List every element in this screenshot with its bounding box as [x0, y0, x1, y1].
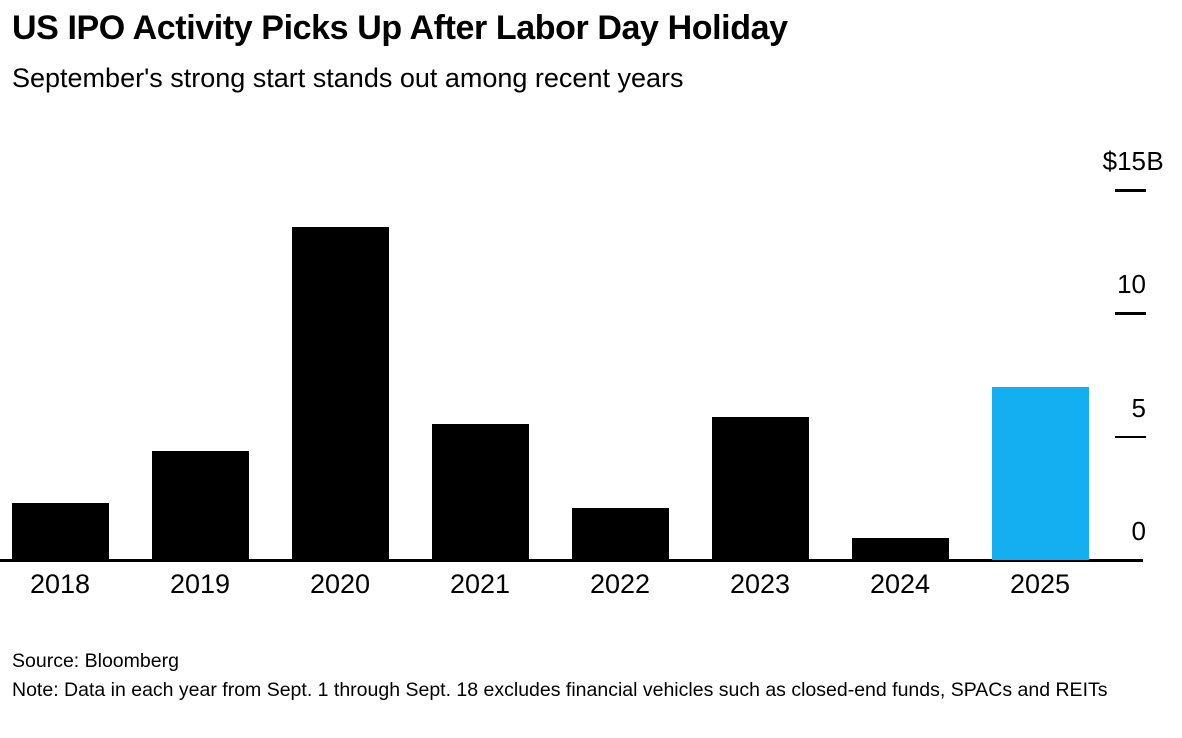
- y-tick-label-0: 0: [1132, 518, 1146, 544]
- x-tick-label-2025: 2025: [1009, 569, 1071, 599]
- bar-2020: [291, 227, 389, 560]
- y-tick-dash-15: [1115, 189, 1146, 192]
- bar-2025: [991, 387, 1089, 560]
- x-axis-baseline: [0, 559, 1143, 562]
- y-tick-dash-5: [1115, 435, 1146, 439]
- chart-title: US IPO Activity Picks Up After Labor Day…: [12, 9, 788, 47]
- bar-2023: [711, 416, 809, 560]
- y-tick-number: 5: [1131, 392, 1146, 423]
- y-tick-label-15: $15 B: [1102, 146, 1164, 176]
- y-tick-dash-10: [1115, 312, 1146, 315]
- bar-2019: [151, 451, 249, 560]
- y-tick-label-5: 5: [1132, 395, 1146, 421]
- note-line: Note: Data in each year from Sept. 1 thr…: [12, 678, 1108, 701]
- y-tick-number: 0: [1131, 516, 1146, 546]
- x-tick-label-2024: 2024: [869, 569, 931, 599]
- x-tick-label-2018: 2018: [29, 569, 91, 599]
- x-tick-label-2019: 2019: [169, 569, 231, 599]
- y-tick-number: 10: [1117, 269, 1146, 300]
- bar-2021: [431, 424, 529, 560]
- x-tick-label-2021: 2021: [449, 569, 511, 599]
- source-line: Source: Bloomberg: [12, 650, 179, 672]
- y-tick-number: $15: [1102, 146, 1146, 176]
- x-tick-label-2020: 2020: [309, 569, 371, 599]
- y-tick-unit: B: [1146, 146, 1164, 176]
- y-tick-label-10: 10: [1117, 271, 1146, 297]
- bar-2018: [11, 503, 109, 560]
- bar-2022: [571, 508, 669, 560]
- bar-2024: [851, 537, 949, 560]
- footnote-block: Source: Bloomberg Note: Data in each yea…: [12, 647, 1108, 704]
- x-tick-label-2023: 2023: [729, 569, 791, 599]
- x-tick-label-2022: 2022: [589, 569, 651, 599]
- chart-subtitle: September's strong start stands out amon…: [12, 63, 684, 93]
